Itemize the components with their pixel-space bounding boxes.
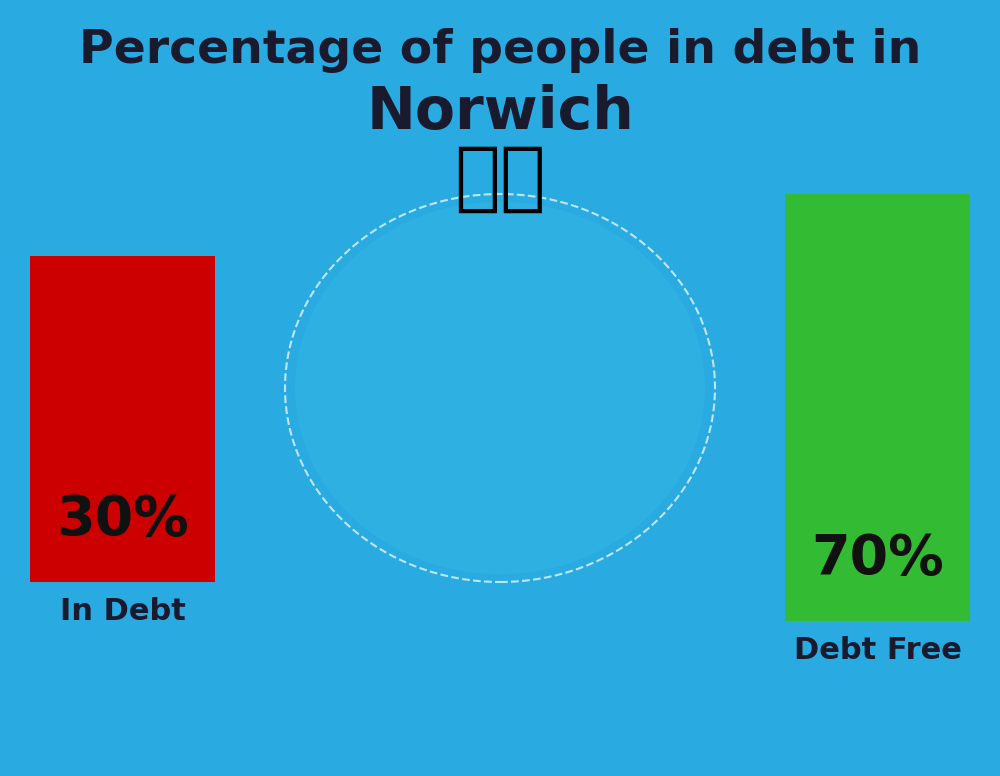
Text: 30%: 30% (56, 493, 189, 547)
Text: Debt Free: Debt Free (794, 636, 961, 665)
Text: Norwich: Norwich (366, 84, 634, 141)
Text: In Debt: In Debt (60, 597, 185, 626)
Ellipse shape (295, 202, 705, 574)
Text: Percentage of people in debt in: Percentage of people in debt in (79, 28, 921, 73)
Text: 70%: 70% (811, 532, 944, 586)
FancyBboxPatch shape (30, 256, 215, 582)
Text: 🇬🇧: 🇬🇧 (454, 141, 546, 216)
FancyBboxPatch shape (785, 194, 970, 621)
